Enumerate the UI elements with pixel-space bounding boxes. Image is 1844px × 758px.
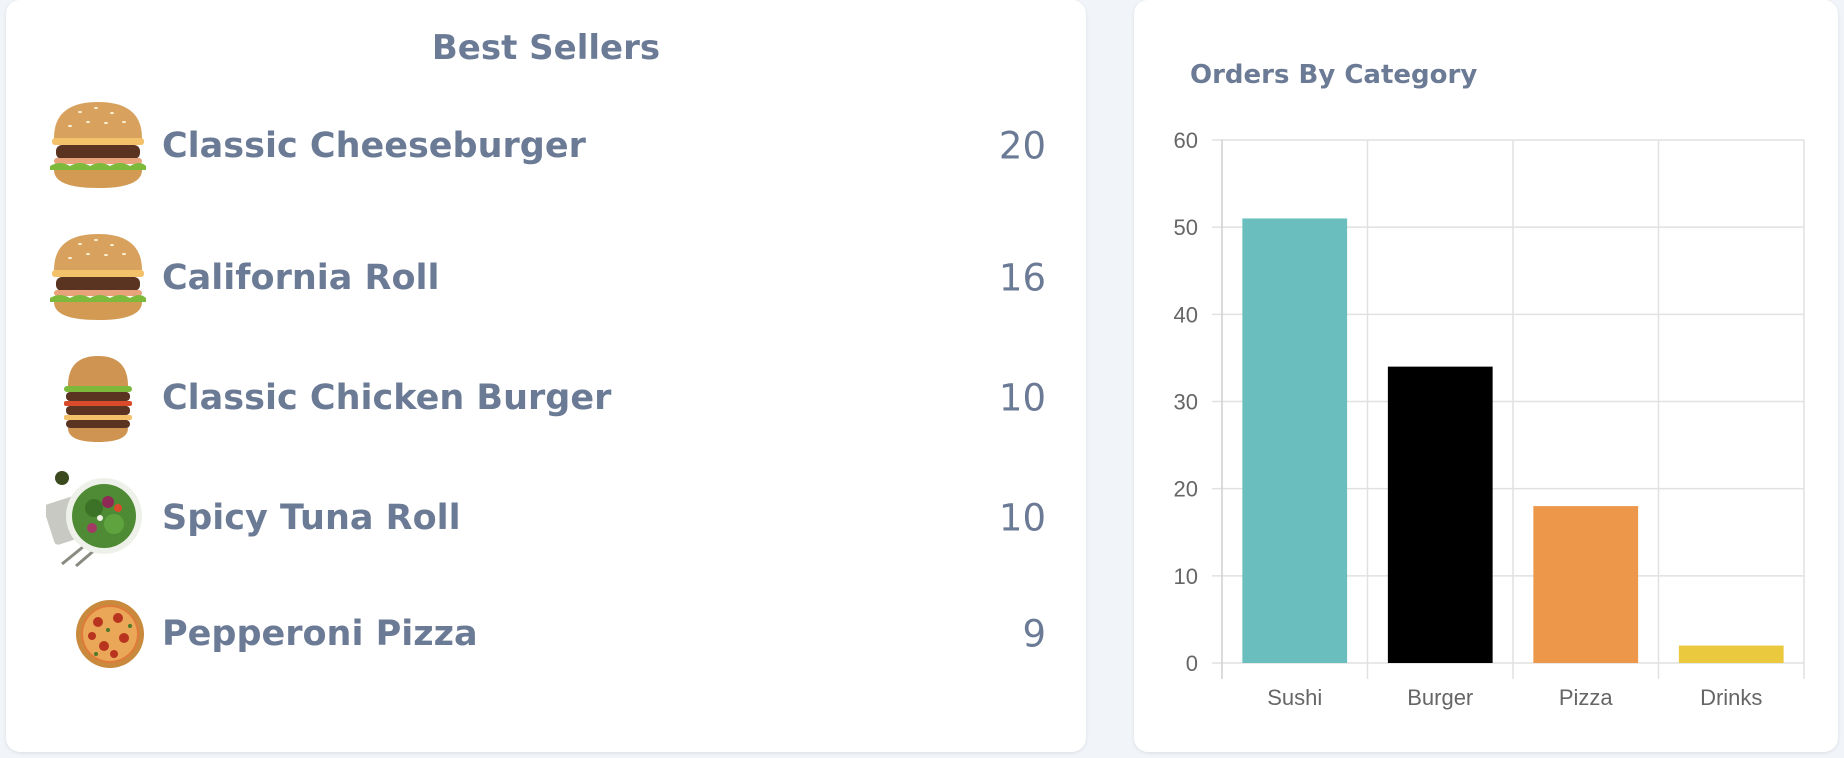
item-name: Spicy Tuna Roll [162, 498, 461, 538]
item-name: California Roll [162, 258, 440, 298]
bar-burger [1387, 366, 1493, 663]
chart-title: Orders By Category [1190, 60, 1478, 90]
item-count: 10 [998, 496, 1046, 540]
y-tick-label: 40 [1174, 302, 1198, 327]
y-tick-label: 50 [1174, 215, 1198, 240]
y-tick-label: 60 [1174, 128, 1198, 153]
item-count: 10 [998, 376, 1046, 420]
best-sellers-card: Best Sellers Classic Cheeseburger 20 [6, 0, 1086, 752]
item-count: 16 [998, 256, 1046, 300]
bar-sushi [1242, 218, 1348, 663]
y-tick-label: 20 [1174, 477, 1198, 502]
bar-drinks [1678, 645, 1784, 663]
stacked-burger-icon [64, 356, 132, 442]
y-tick-label: 30 [1174, 390, 1198, 415]
orders-bar-chart: 0 10 20 30 40 50 60 Sushi Burger Pizza Drinks [1174, 128, 1805, 710]
x-tick-label: Drinks [1700, 685, 1762, 710]
cheeseburger-icon [50, 234, 146, 320]
best-sellers-title: Best Sellers [431, 28, 661, 68]
item-name: Pepperoni Pizza [162, 614, 478, 654]
item-count: 9 [1022, 612, 1046, 656]
y-tick-label: 10 [1174, 564, 1198, 589]
x-tick-label: Burger [1407, 685, 1473, 710]
best-seller-row[interactable]: Classic Cheeseburger 20 [6, 96, 1086, 196]
item-count: 20 [998, 124, 1046, 168]
y-tick-label: 0 [1186, 651, 1198, 676]
cheeseburger-icon [50, 102, 146, 188]
best-seller-row[interactable]: Classic Chicken Burger 10 [6, 348, 1086, 448]
best-seller-row[interactable]: Spicy Tuna Roll 10 [6, 468, 1086, 568]
x-tick-label: Sushi [1267, 685, 1322, 710]
salad-bowl-icon [46, 471, 142, 568]
orders-chart-card: Orders By Category 0 10 20 30 40 50 60 Sushi Bur… [1134, 0, 1838, 752]
x-tick-label: Pizza [1559, 685, 1614, 710]
pizza-icon [76, 600, 144, 668]
bar-pizza [1533, 506, 1639, 663]
best-seller-row[interactable]: Pepperoni Pizza 9 [6, 584, 1086, 684]
item-name: Classic Cheeseburger [162, 126, 586, 166]
item-name: Classic Chicken Burger [162, 378, 612, 418]
best-seller-row[interactable]: California Roll 16 [6, 228, 1086, 328]
